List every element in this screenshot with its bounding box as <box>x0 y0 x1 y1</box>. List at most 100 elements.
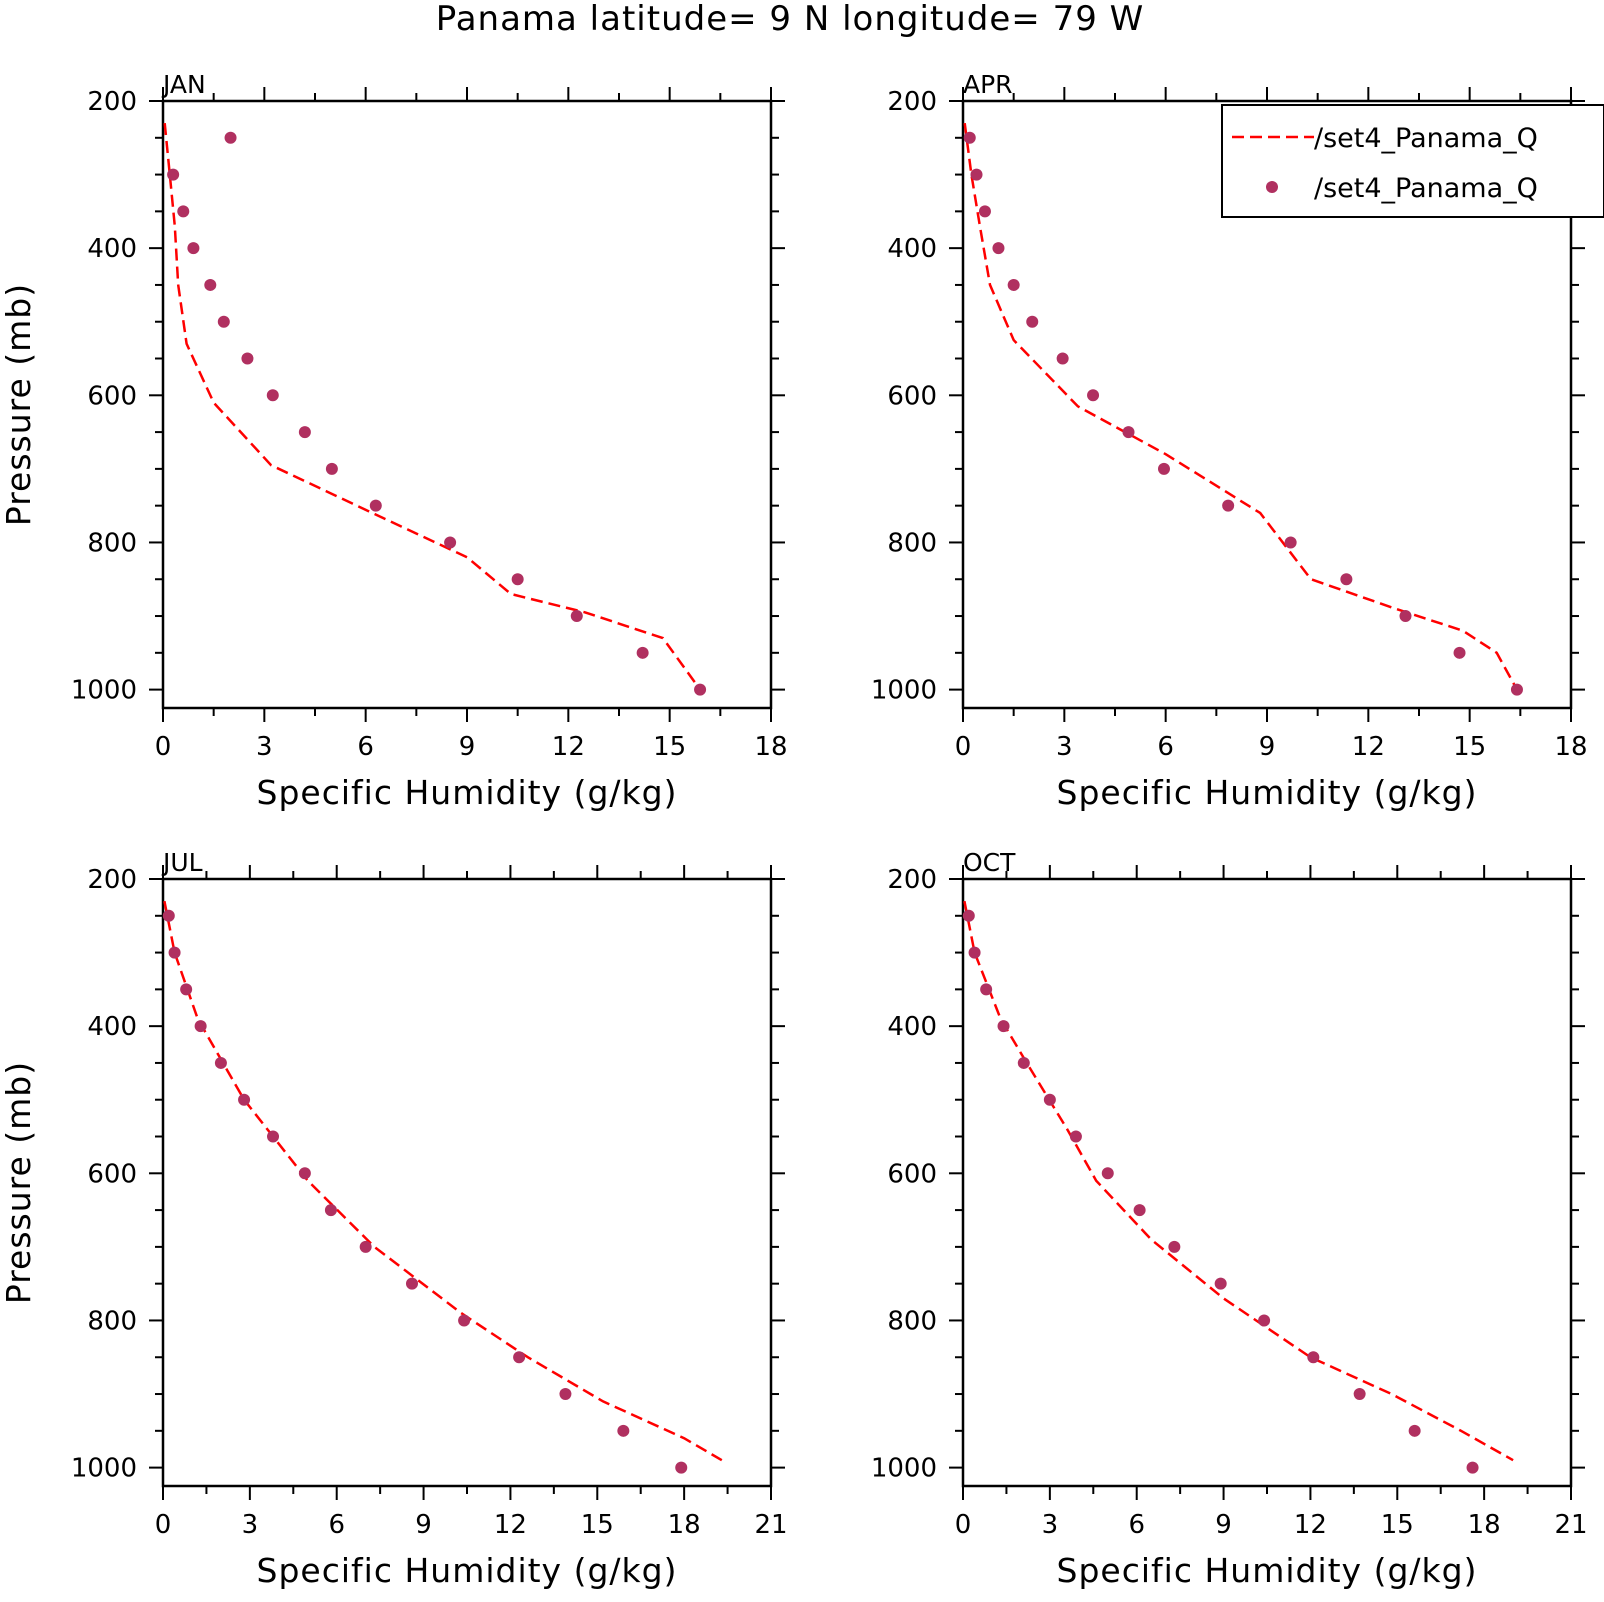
obs-data-point <box>217 315 230 328</box>
y-axis-label: Pressure (mb) <box>0 283 38 526</box>
obs-data-point <box>980 983 993 996</box>
model-series-line <box>163 122 702 691</box>
x-tick-label: 6 <box>1157 732 1174 762</box>
plot-frame <box>961 877 1573 1488</box>
obs-data-point <box>1069 1130 1082 1143</box>
obs-data-point <box>214 1056 227 1069</box>
obs-data-point <box>180 983 193 996</box>
obs-data-point <box>636 646 649 659</box>
x-tick-label: 3 <box>242 1510 259 1540</box>
obs-data-point <box>992 242 1005 255</box>
obs-data-point <box>444 536 457 549</box>
plot-frame <box>161 877 773 1488</box>
model-series-line <box>963 900 1514 1462</box>
chart-panel-oct: OCT 0 3 6 9 12 15 18 21 200 400 600 800 1000 Specific … <box>871 848 1588 1590</box>
y-tick-label: 400 <box>87 1012 137 1042</box>
obs-data-point <box>675 1461 688 1474</box>
obs-data-point <box>978 205 991 218</box>
obs-data-point <box>298 1167 311 1180</box>
x-tick-label: 6 <box>328 1510 345 1540</box>
y-tick-label: 600 <box>87 1159 137 1189</box>
y-tick-label: 800 <box>87 528 137 558</box>
x-tick-label: 9 <box>459 732 476 762</box>
obs-data-point <box>1284 536 1297 549</box>
legend: /set4_Panama_Q/set4_Panama_Q <box>1221 104 1604 218</box>
x-tick-label: 12 <box>494 1510 527 1540</box>
x-tick-label: 9 <box>1215 1510 1232 1540</box>
obs-data-point <box>962 909 975 922</box>
obs-data-point <box>187 242 200 255</box>
y-tick-label: 200 <box>887 865 937 895</box>
obs-data-point <box>167 168 180 181</box>
obs-data-point <box>324 1204 337 1217</box>
obs-data-point <box>194 1020 207 1033</box>
y-tick-label: 800 <box>87 1306 137 1336</box>
obs-data-point <box>1101 1167 1114 1180</box>
obs-data-point <box>1017 1056 1030 1069</box>
chart-panel-jan: JAN 0 3 6 9 12 15 18 200 400 600 800 1000 Specific Hu… <box>0 70 788 812</box>
obs-data-point <box>1453 646 1466 659</box>
obs-data-point <box>570 610 583 623</box>
obs-data-point <box>204 278 217 291</box>
y-tick-label: 1000 <box>871 1454 937 1484</box>
x-tick-label: 15 <box>653 732 686 762</box>
obs-data-point <box>1007 278 1020 291</box>
y-tick-label: 400 <box>887 234 937 264</box>
obs-data-point <box>458 1314 471 1327</box>
y-tick-label: 800 <box>887 528 937 558</box>
obs-data-point <box>1168 1240 1181 1253</box>
obs-data-point <box>162 909 175 922</box>
x-tick-label: 12 <box>1294 1510 1327 1540</box>
legend-entry-label: /set4_Panama_Q <box>1314 173 1538 204</box>
chart-panel-jul: JUL 0 3 6 9 12 15 18 21 200 400 600 800 1000 Specific … <box>0 848 788 1590</box>
y-tick-label: 1000 <box>71 676 137 706</box>
obs-data-point <box>1157 462 1170 475</box>
y-tick-label: 600 <box>887 381 937 411</box>
panel-label: JUL <box>161 848 203 877</box>
obs-data-point <box>617 1424 630 1437</box>
obs-data-point <box>1026 315 1039 328</box>
model-series-line <box>163 900 723 1462</box>
y-tick-label: 800 <box>887 1306 937 1336</box>
obs-data-point <box>266 389 279 402</box>
x-tick-label: 12 <box>552 732 585 762</box>
y-tick-label: 1000 <box>871 676 937 706</box>
chart-panel-apr: APR 0 3 6 9 12 15 18 200 400 600 800 1000 Specific Hu… <box>871 70 1588 812</box>
y-tick-label: 200 <box>87 87 137 117</box>
obs-data-point <box>1340 573 1353 586</box>
obs-data-point <box>559 1388 572 1401</box>
y-tick-label: 200 <box>887 87 937 117</box>
obs-data-point <box>1466 1461 1479 1474</box>
x-tick-label: 18 <box>1554 732 1587 762</box>
x-tick-label: 3 <box>1042 1510 1059 1540</box>
plot-frame <box>161 99 773 710</box>
x-tick-label: 9 <box>1259 732 1276 762</box>
obs-data-point <box>513 1351 526 1364</box>
obs-data-point <box>177 205 190 218</box>
y-tick-label: 400 <box>87 234 137 264</box>
x-tick-label: 18 <box>754 732 787 762</box>
obs-data-point <box>238 1093 251 1106</box>
obs-data-point <box>970 168 983 181</box>
y-tick-label: 200 <box>87 865 137 895</box>
obs-data-point <box>1122 426 1135 439</box>
x-axis-label: Specific Humidity (g/kg) <box>257 1551 678 1590</box>
x-tick-label: 21 <box>754 1510 787 1540</box>
x-tick-label: 0 <box>955 732 972 762</box>
obs-data-point <box>963 131 976 144</box>
obs-data-point <box>267 1130 280 1143</box>
figure-title: Panama latitude= 9 N longitude= 79 W <box>436 0 1145 39</box>
obs-data-point <box>405 1277 418 1290</box>
panel-label: APR <box>963 70 1013 99</box>
obs-data-point <box>1399 610 1412 623</box>
x-tick-label: 0 <box>955 1510 972 1540</box>
model-series-line <box>963 122 1519 691</box>
obs-data-point <box>1087 389 1100 402</box>
obs-data-point <box>968 946 981 959</box>
x-tick-label: 15 <box>581 1510 614 1540</box>
legend-entry-label: /set4_Panama_Q <box>1314 123 1538 154</box>
panel-label: JAN <box>161 70 206 99</box>
legend-marker-sample <box>1266 181 1278 193</box>
obs-data-point <box>168 946 181 959</box>
